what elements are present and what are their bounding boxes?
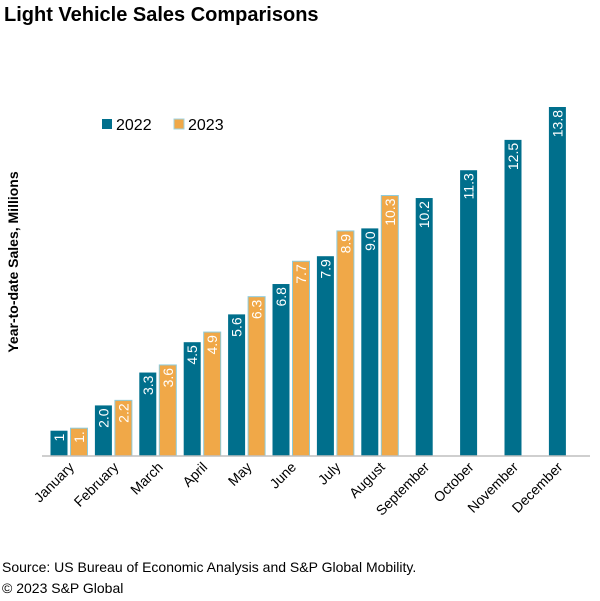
data-label-2023-february: 2.2 xyxy=(115,403,131,423)
bar-2022-october xyxy=(460,170,478,456)
data-label-2022-march: 3.3 xyxy=(140,375,156,395)
bar-2022-january xyxy=(50,430,68,456)
x-tick-label-april: April xyxy=(179,459,210,490)
data-label-2022-may: 5.6 xyxy=(229,317,245,337)
chart-title: Light Vehicle Sales Comparisons xyxy=(4,4,319,26)
legend-label-2023: 2023 xyxy=(188,117,224,134)
y-axis-label: Year-to-date Sales, Millions xyxy=(5,171,21,352)
x-tick-label-march: March xyxy=(127,459,166,498)
data-label-2022-july: 7.9 xyxy=(317,259,333,279)
bar-2022-december xyxy=(548,107,566,456)
data-label-2022-august: 9.0 xyxy=(362,231,378,251)
bar-2022-september xyxy=(415,198,433,457)
data-label-2022-february: 2.0 xyxy=(95,408,111,428)
source-note: Source: US Bureau of Economic Analysis a… xyxy=(2,559,417,575)
data-label-2023-april: 4.9 xyxy=(204,335,220,355)
data-label-2023-june: 7.7 xyxy=(293,264,309,284)
data-label-2023-march: 3.6 xyxy=(160,368,176,388)
bar-2022-july xyxy=(316,256,334,456)
bar-2022-april xyxy=(183,342,201,456)
copyright-note: © 2023 S&P Global xyxy=(2,580,124,596)
bar-2022-august xyxy=(361,228,379,456)
x-tick-label-july: July xyxy=(315,459,344,488)
bar-2022-november xyxy=(504,139,522,456)
legend-swatch-2022 xyxy=(102,119,112,129)
bar-2023-july xyxy=(336,230,355,457)
data-label-2022-january: 1 xyxy=(51,434,67,442)
data-label-2023-august: 10.3 xyxy=(382,198,398,225)
x-tick-label-june: June xyxy=(266,459,299,492)
data-label-2022-april: 4.5 xyxy=(184,345,200,365)
legend-swatch-2023 xyxy=(173,118,185,130)
x-tick-label-february: February xyxy=(71,459,122,510)
bar-2022-june xyxy=(272,284,290,456)
legend-label-2022: 2022 xyxy=(116,117,152,134)
data-label-2023-may: 6.3 xyxy=(249,299,265,319)
data-label-2022-november: 12.5 xyxy=(505,143,521,170)
bar-2022-may xyxy=(228,314,246,456)
x-tick-label-august: August xyxy=(346,459,388,501)
data-label-2023-january: 1. xyxy=(71,431,87,443)
data-label-2022-september: 10.2 xyxy=(416,201,432,228)
data-label-2022-december: 13.8 xyxy=(549,110,565,137)
bar-chart: Year-to-date Sales, Millions 2022 2023 1 1. J… xyxy=(5,107,590,519)
data-label-2023-july: 8.9 xyxy=(337,234,353,254)
bar-2022-march xyxy=(139,372,157,456)
data-label-2022-june: 6.8 xyxy=(273,287,289,307)
data-label-2022-october: 11.3 xyxy=(461,173,477,199)
x-tick-label-may: May xyxy=(225,459,255,489)
bar-2023-august xyxy=(380,195,399,457)
bar-2022-february xyxy=(94,405,112,456)
bar-2023-june xyxy=(292,260,310,457)
bar-2023-may xyxy=(247,296,266,457)
